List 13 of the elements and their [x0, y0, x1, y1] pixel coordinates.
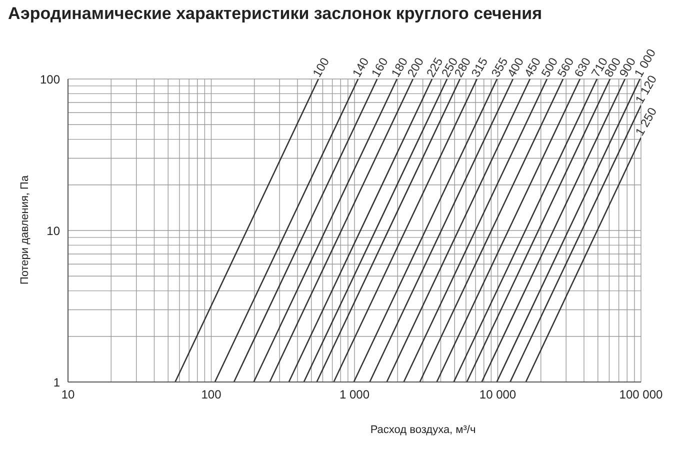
- x-tick-label: 10 000: [479, 388, 516, 402]
- y-tick-label: 100: [40, 72, 60, 86]
- y-tick-label: 1: [53, 375, 60, 390]
- x-tick-label: 100: [201, 388, 222, 402]
- y-tick-label: 10: [46, 224, 60, 238]
- x-tick-label: 1 000: [339, 388, 370, 402]
- x-tick-label: 100 000: [619, 388, 664, 402]
- x-axis-title: Расход воздуха, м³/ч: [370, 424, 476, 436]
- text: 1 250: [632, 104, 660, 138]
- y-axis-title: Потери давления, Па: [19, 174, 31, 285]
- text: 100: [310, 54, 332, 80]
- x-tick-label: 10: [61, 388, 75, 402]
- chart-title: Аэродинамические характеристики заслонок круглого сечения: [8, 4, 542, 24]
